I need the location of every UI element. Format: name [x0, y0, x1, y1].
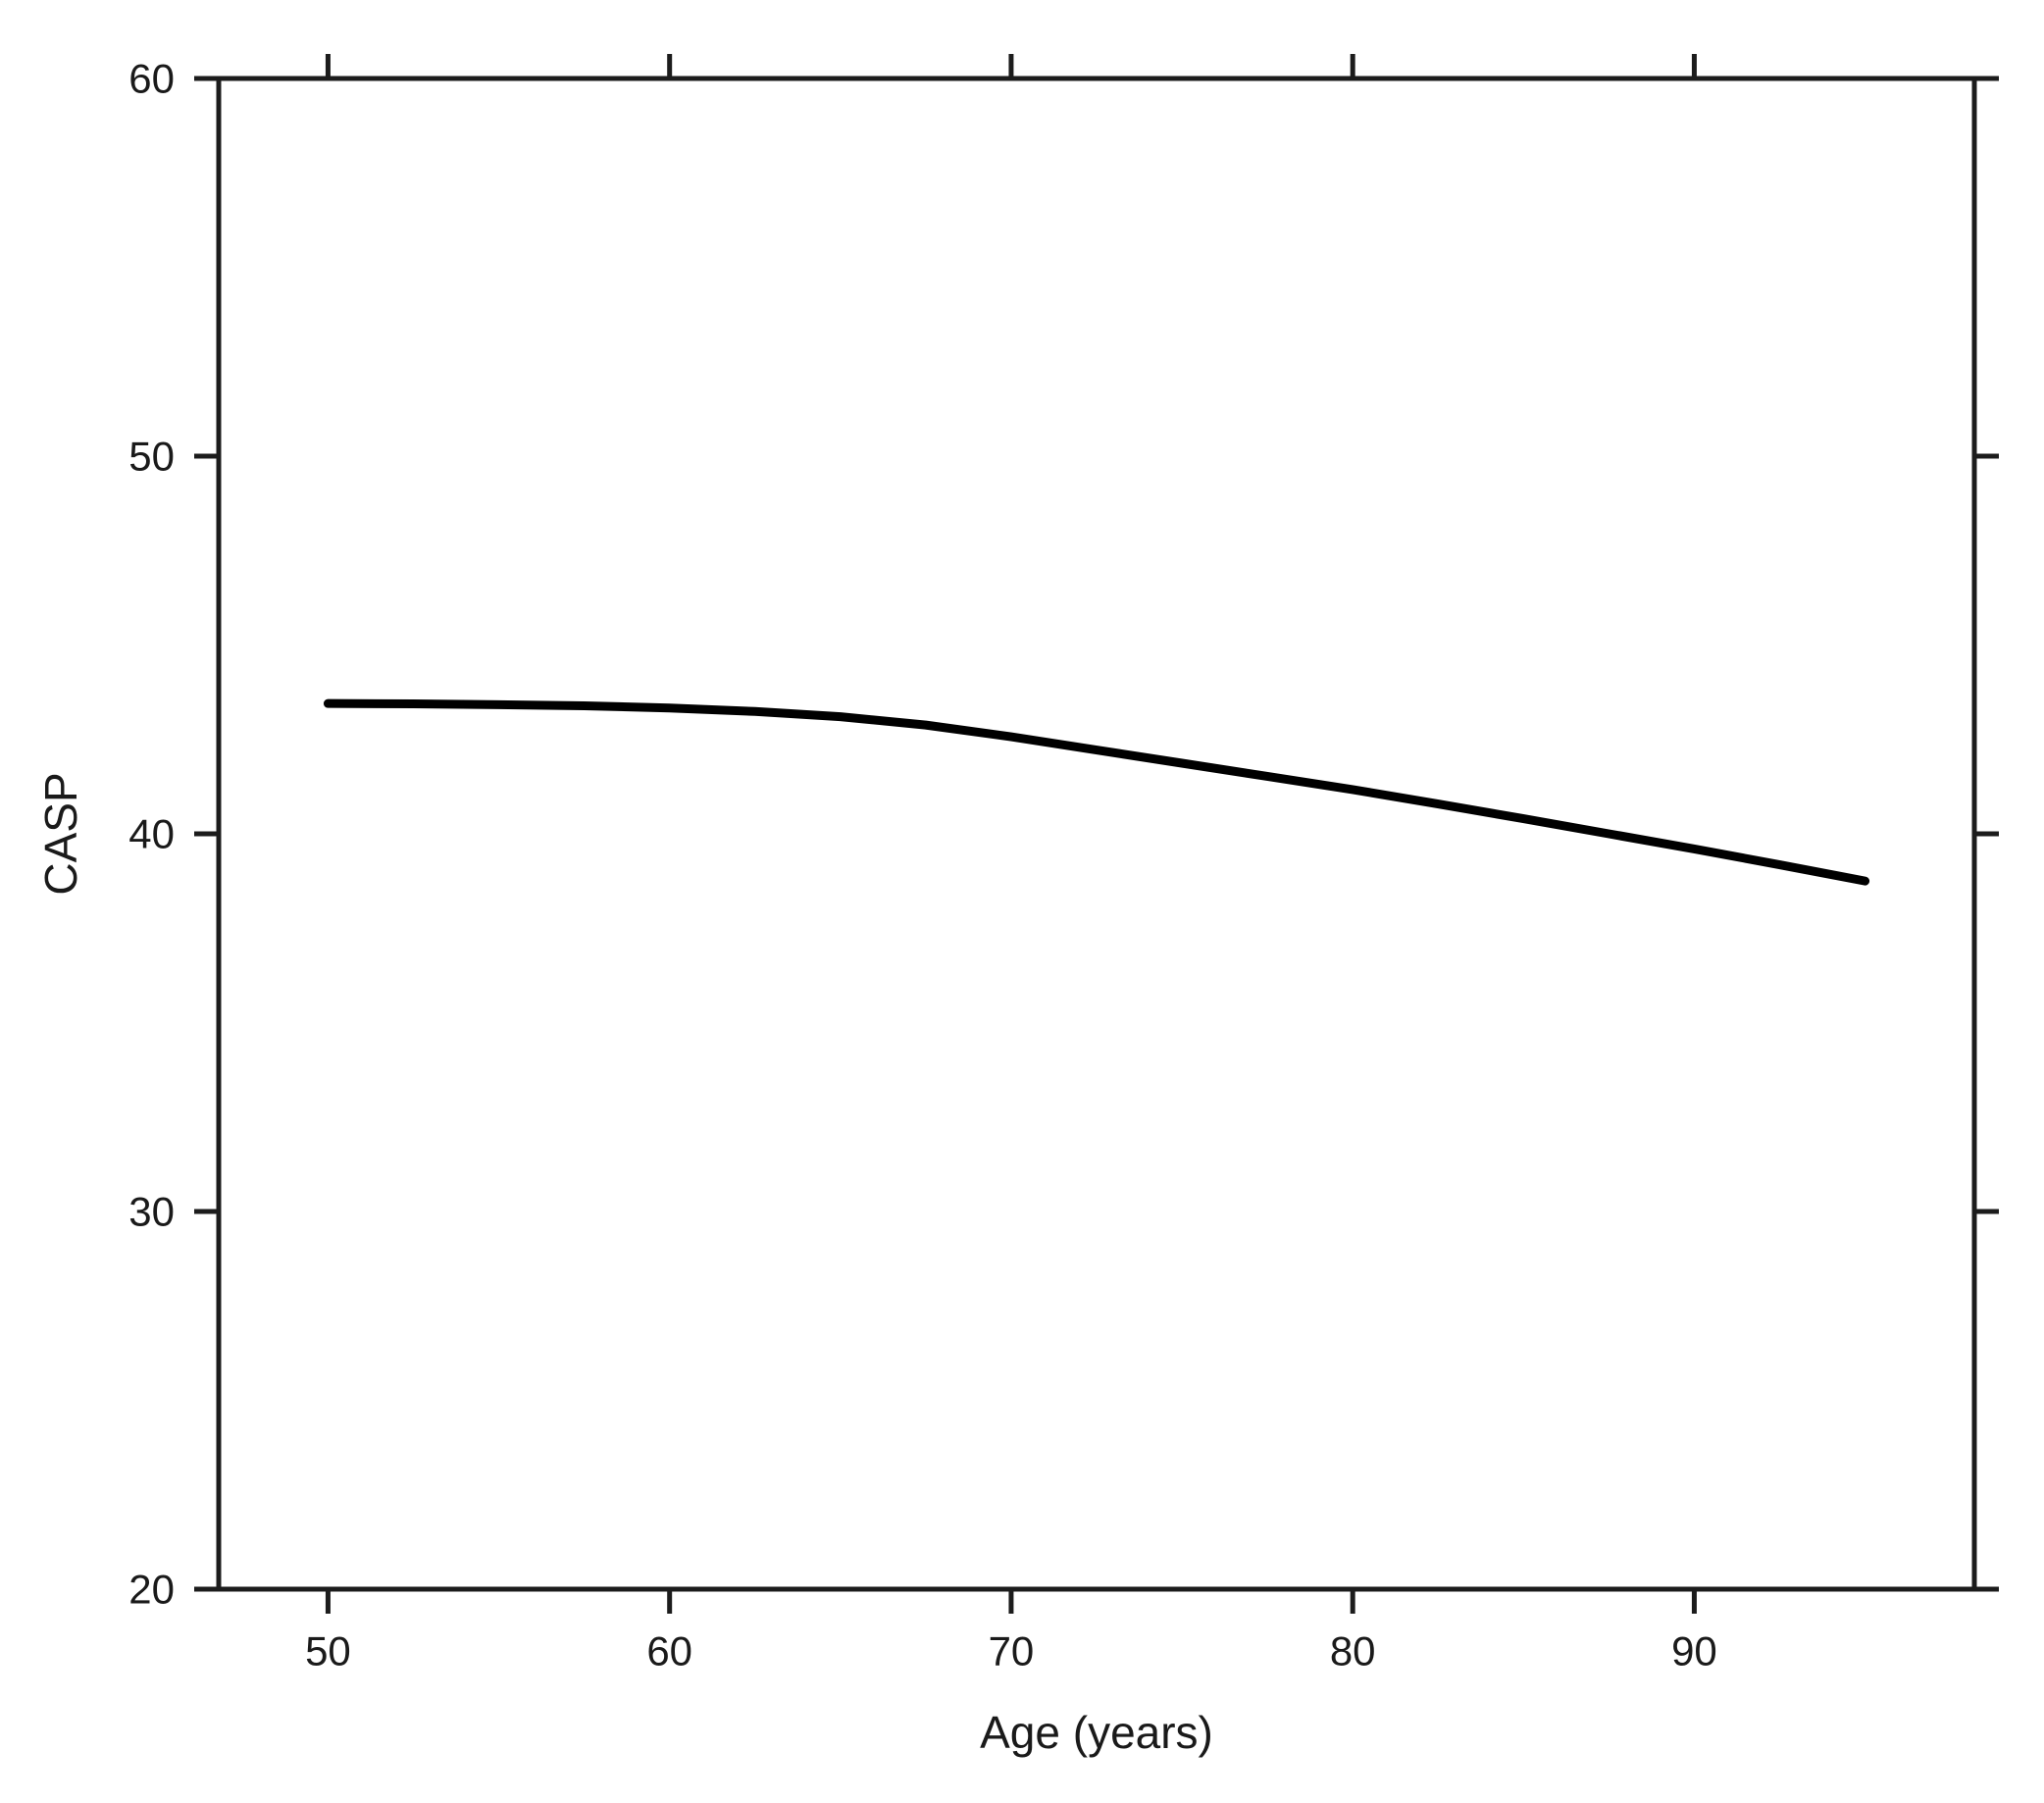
- y-tick-label: 40: [128, 811, 175, 857]
- x-tick-label: 70: [989, 1628, 1035, 1674]
- x-tick-label: 90: [1671, 1628, 1717, 1674]
- plot-area-border: [216, 76, 1977, 1592]
- axis-tick-labels: 50 60 70 80 90 20 30 40 50 60: [128, 56, 1717, 1674]
- data-series-layer: [323, 698, 1870, 886]
- x-tick-label: 80: [1330, 1628, 1376, 1674]
- axis-ticks: [194, 54, 1999, 1614]
- x-tick-label: 60: [646, 1628, 692, 1674]
- y-tick-label: 60: [128, 56, 175, 102]
- y-tick-label: 20: [128, 1567, 175, 1613]
- casp-trend-line: [323, 698, 1870, 886]
- x-tick-label: 50: [305, 1628, 351, 1674]
- y-tick-label: 50: [128, 434, 175, 480]
- x-axis-title: Age (years): [980, 1707, 1213, 1758]
- y-tick-label: 30: [128, 1189, 175, 1235]
- y-axis-title: CASP: [35, 772, 86, 895]
